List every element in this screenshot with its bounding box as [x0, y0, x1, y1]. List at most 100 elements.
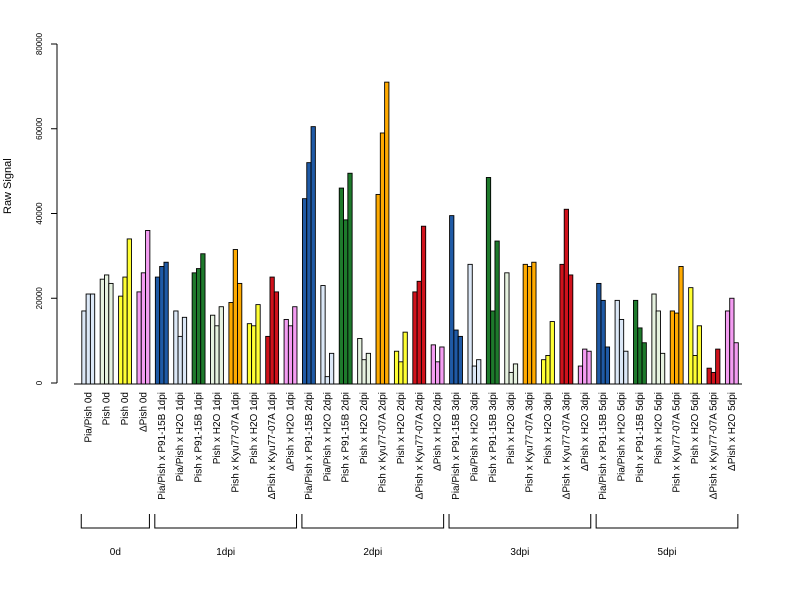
bar: [159, 266, 165, 385]
bar: [306, 162, 312, 385]
x-tick-label: Pish x P91-15B 1dpi: [194, 392, 205, 483]
bar: [177, 335, 183, 385]
bar: [292, 306, 298, 385]
group-label: 3dpi: [510, 547, 529, 558]
bar: [384, 81, 390, 385]
bar: [122, 276, 128, 385]
x-tick-label: Pish x H2O 1dpi: [249, 392, 260, 464]
bar: [302, 198, 308, 385]
bar: [614, 299, 620, 385]
bar: [265, 335, 271, 385]
group-bracket: [448, 514, 592, 529]
bar: [563, 208, 569, 385]
bar: [504, 272, 510, 385]
bar: [200, 253, 206, 385]
group-bracket: [301, 514, 445, 529]
x-tick-label: Pish x H2O 2dpi: [396, 392, 407, 464]
y-tick-label: 0: [35, 380, 44, 385]
x-tick-label: ΔPish x H2O 1dpi: [286, 392, 297, 471]
x-tick-label: Pia/Pish x H2O 5dpi: [617, 392, 628, 482]
bar: [490, 310, 496, 385]
x-tick-label: Pish x H2O 1dpi: [212, 392, 223, 464]
bar: [457, 335, 463, 385]
bar: [526, 266, 533, 385]
bar: [669, 310, 675, 385]
bar: [136, 291, 142, 385]
bar: [596, 282, 602, 385]
bar: [402, 331, 408, 385]
bar: [600, 299, 606, 385]
y-tick-label: 60000: [35, 117, 44, 140]
x-tick-label: Pia/Pish x H2O 3dpi: [469, 392, 480, 482]
bar: [320, 285, 326, 385]
x-tick-label: ΔPish x H2O 3dpi: [580, 392, 591, 471]
bar: [692, 355, 698, 385]
bar: [181, 316, 188, 385]
bar: [637, 327, 643, 385]
bar: [420, 225, 427, 385]
bar: [375, 193, 381, 385]
x-tick-label: ΔPish x H2O 2dpi: [433, 392, 444, 471]
x-tick-label: ΔPish x Kyu77-07A 3dpi: [561, 392, 572, 499]
bar: [715, 348, 721, 385]
group-bracket: [80, 514, 150, 529]
group-label: 2dpi: [363, 547, 382, 558]
bar: [324, 376, 330, 385]
bar: [81, 310, 87, 385]
bar: [729, 297, 735, 385]
x-tick-label: ΔPish x Kyu77-07A 1dpi: [267, 392, 278, 499]
bar: [287, 325, 294, 385]
x-tick-label: ΔPish 0d: [138, 392, 149, 432]
x-tick-label: Pia/Pish x P91-15B 3dpi: [451, 392, 462, 500]
bar: [398, 361, 404, 385]
bar: [522, 263, 528, 385]
bar: [232, 249, 238, 385]
bar: [173, 310, 179, 385]
bar: [347, 172, 353, 385]
bar: [430, 344, 436, 385]
bar: [269, 276, 275, 385]
bar: [338, 187, 344, 385]
x-tick-label: ΔPish x H2O 5dpi: [727, 392, 738, 471]
bar: [485, 177, 492, 385]
bar: [228, 302, 234, 385]
bars: [74, 81, 742, 385]
bar: [623, 350, 629, 385]
bar: [273, 291, 280, 385]
y-tick-label: 20000: [35, 287, 44, 310]
bar: [99, 278, 105, 385]
bar: [582, 348, 588, 385]
x-tick-label: Pish x Kyu77-07A 2dpi: [377, 392, 388, 493]
bar: [163, 261, 169, 385]
bar: [140, 272, 147, 385]
bar: [710, 371, 717, 385]
x-axis: Pia/Pish 0d Pish 0d Pish 0d ΔPish 0d Pia/Pis…: [83, 392, 738, 500]
bar: [471, 365, 478, 385]
bar: [453, 329, 459, 385]
bar: [357, 338, 363, 385]
bar: [604, 346, 611, 385]
bar: [214, 325, 220, 385]
x-tick-label: Pish x P91-15B 5dpi: [635, 392, 646, 483]
bar: [655, 310, 661, 385]
bar: [246, 323, 253, 385]
bar: [104, 274, 110, 385]
group-label: 0d: [110, 547, 121, 558]
y-axis: 0 20000 40000 60000 80000: [35, 32, 58, 385]
bar: [545, 355, 551, 385]
y-tick-label: 80000: [35, 32, 44, 55]
bar: [283, 318, 289, 385]
x-tick-label: ΔPish x Kyu77-07A 5dpi: [708, 392, 719, 499]
bar: [549, 321, 555, 385]
bar: [449, 215, 455, 385]
bar: [310, 126, 316, 385]
bar: [508, 371, 514, 385]
x-tick-label: Pia/Pish x H2O 2dpi: [322, 392, 333, 482]
bar: [439, 346, 445, 385]
bar: [586, 350, 592, 385]
bar: [393, 350, 400, 385]
x-tick-label: Pish 0d: [120, 392, 131, 425]
bar: [531, 261, 537, 385]
bar: [210, 314, 216, 385]
bar: [435, 361, 441, 385]
